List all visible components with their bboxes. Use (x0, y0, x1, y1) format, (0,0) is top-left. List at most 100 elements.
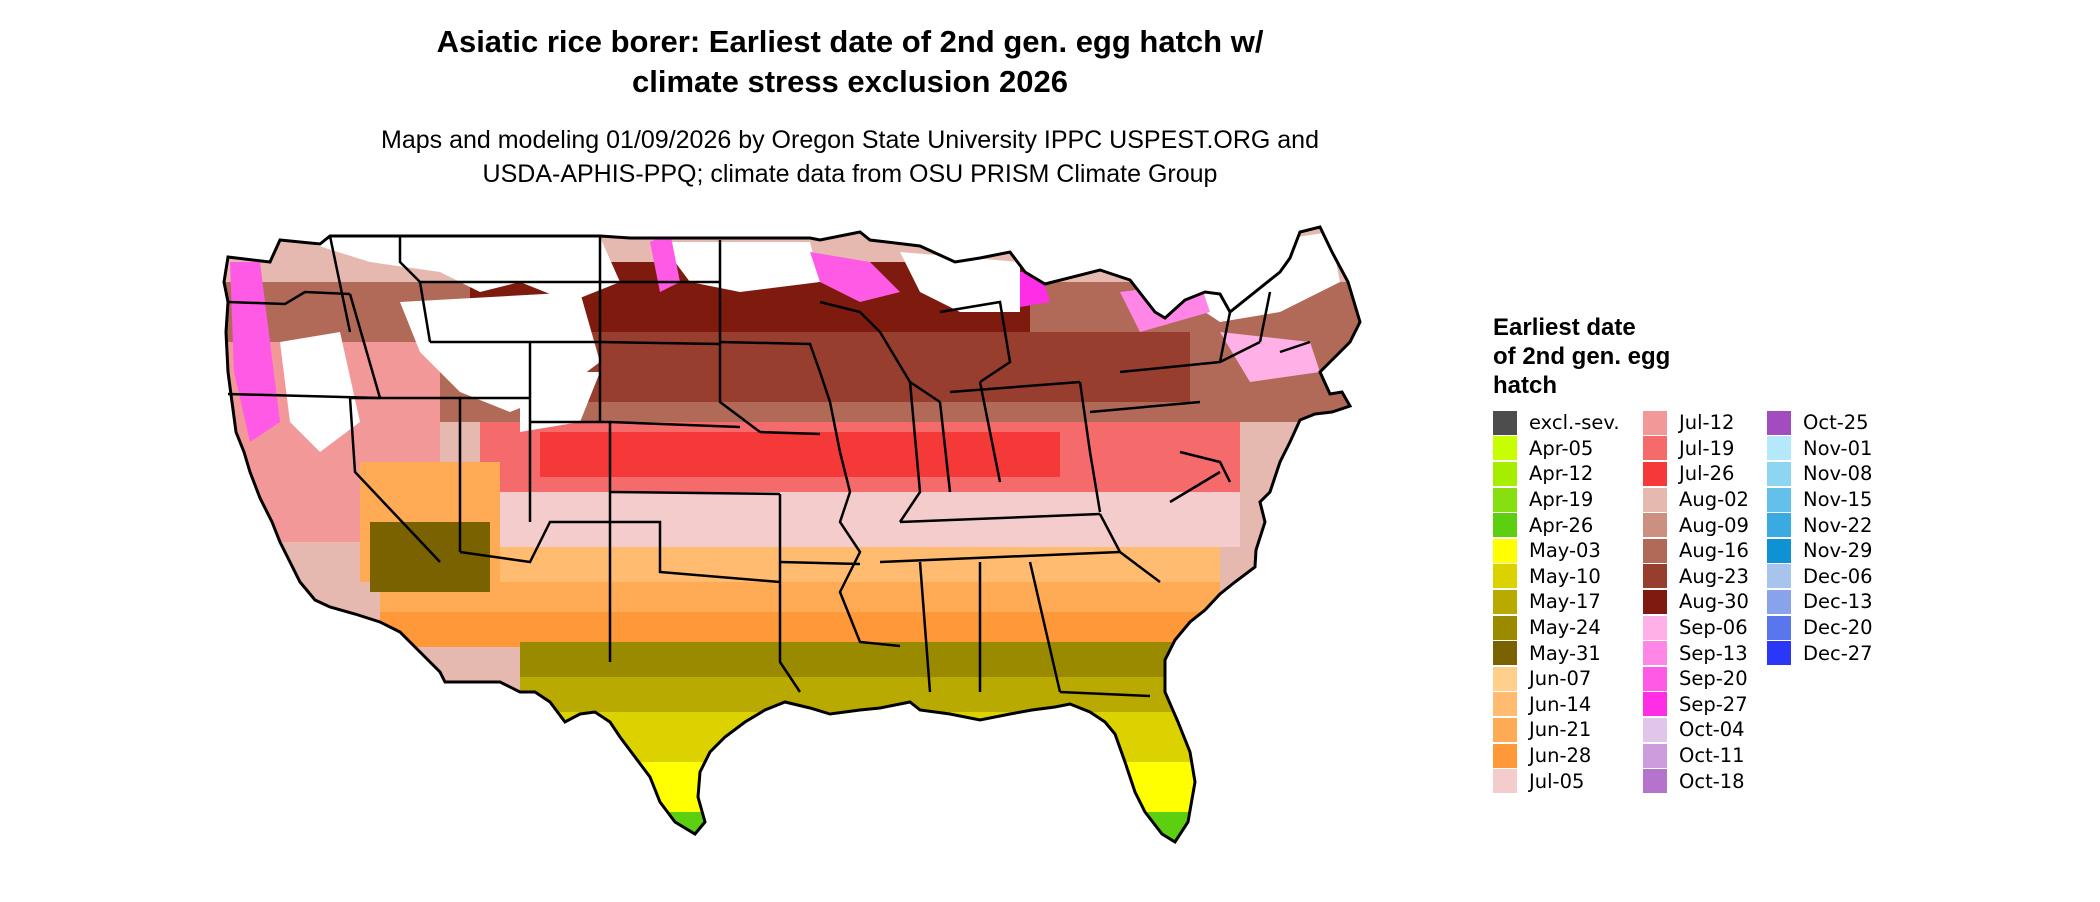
legend-swatch (1643, 538, 1667, 563)
legend-label: Aug-16 (1679, 539, 1749, 563)
map-title-line2: climate stress exclusion 2026 (632, 64, 1068, 99)
legend-label: Sep-06 (1679, 616, 1748, 640)
legend-swatch (1493, 487, 1517, 512)
map-legend: Earliest date of 2nd gen. egg hatch excl… (1493, 313, 1873, 794)
legend-item: Nov-15 (1767, 487, 1897, 513)
legend-title-line1: Earliest date (1493, 314, 1636, 341)
legend-label: Jul-26 (1679, 462, 1735, 486)
legend-label: Jun-14 (1529, 692, 1592, 716)
legend-item: excl.-sev. (1493, 410, 1643, 436)
legend-label: Aug-30 (1679, 590, 1749, 614)
legend-label: May-10 (1529, 564, 1601, 588)
legend-item: Sep-06 (1643, 615, 1767, 641)
legend-swatch (1493, 538, 1517, 563)
legend-swatch (1643, 717, 1667, 742)
map-subtitle-line1: Maps and modeling 01/09/2026 by Oregon S… (381, 126, 1319, 154)
legend-item: Sep-20 (1643, 666, 1767, 692)
legend-swatch (1767, 461, 1791, 486)
legend-item: May-31 (1493, 640, 1643, 666)
legend-item: Dec-13 (1767, 589, 1897, 615)
legend-swatch (1493, 461, 1517, 486)
legend-label: Jun-28 (1529, 744, 1592, 768)
map-subtitle: Maps and modeling 01/09/2026 by Oregon S… (250, 123, 1450, 191)
legend-label: Nov-15 (1803, 488, 1873, 512)
legend-item: May-24 (1493, 615, 1643, 641)
legend-swatch (1493, 615, 1517, 640)
us-degree-day-map (222, 225, 1362, 844)
legend-item: Nov-29 (1767, 538, 1897, 564)
legend-item: Jul-19 (1643, 436, 1767, 462)
legend-swatch (1767, 615, 1791, 640)
legend-label: Dec-13 (1803, 590, 1873, 614)
legend-label: Aug-02 (1679, 488, 1749, 512)
legend-item: Jun-07 (1493, 666, 1643, 692)
legend-item: Jun-14 (1493, 692, 1643, 718)
legend-item: Apr-12 (1493, 461, 1643, 487)
legend-item: Sep-13 (1643, 640, 1767, 666)
legend-swatch (1493, 769, 1517, 794)
legend-item: Apr-05 (1493, 436, 1643, 462)
legend-label: Apr-19 (1529, 488, 1594, 512)
legend-item: Jul-05 (1493, 768, 1643, 794)
map-title-line1: Asiatic rice borer: Earliest date of 2nd… (436, 24, 1264, 59)
legend-label: Jul-05 (1529, 769, 1585, 793)
legend-swatch (1643, 589, 1667, 614)
legend-label: Oct-18 (1679, 769, 1745, 793)
legend-swatch (1493, 692, 1517, 717)
legend-swatch (1643, 410, 1667, 435)
legend-label: Apr-12 (1529, 462, 1594, 486)
legend-swatch (1767, 410, 1791, 435)
legend-item: Jun-21 (1493, 717, 1643, 743)
legend-item: Aug-23 (1643, 564, 1767, 590)
legend-item: Apr-19 (1493, 487, 1643, 513)
legend-item: May-17 (1493, 589, 1643, 615)
legend-label: Nov-22 (1803, 513, 1873, 537)
legend-swatch (1767, 487, 1791, 512)
legend-item: Aug-09 (1643, 512, 1767, 538)
legend-column: excl.-sev. Apr-05 Apr-12 Apr-19 Apr-26 May-03… (1493, 410, 1643, 794)
legend-label: Sep-20 (1679, 667, 1748, 691)
legend-label: Dec-06 (1803, 564, 1873, 588)
legend-label: May-17 (1529, 590, 1601, 614)
legend-column: Jul-12 Jul-19 Jul-26 Aug-02 Aug-09 Aug-16 Aug-… (1643, 410, 1767, 794)
legend-label: Apr-26 (1529, 513, 1594, 537)
legend-item: Jun-28 (1493, 743, 1643, 769)
legend-item: Dec-20 (1767, 615, 1897, 641)
legend-item: Aug-30 (1643, 589, 1767, 615)
legend-item: Oct-25 (1767, 410, 1897, 436)
legend-swatch (1493, 564, 1517, 589)
legend-label: Sep-13 (1679, 641, 1748, 665)
legend-item: Aug-02 (1643, 487, 1767, 513)
legend-label: Aug-09 (1679, 513, 1749, 537)
legend-swatch (1493, 436, 1517, 461)
legend-swatch (1643, 487, 1667, 512)
legend-label: Apr-05 (1529, 436, 1594, 460)
legend-swatch (1643, 461, 1667, 486)
legend-swatch (1643, 615, 1667, 640)
map-title: Asiatic rice borer: Earliest date of 2nd… (300, 22, 1400, 102)
legend-column: Oct-25 Nov-01 Nov-08 Nov-15 Nov-22 Nov-29 Dec-… (1767, 410, 1897, 794)
map-color-bands (224, 227, 1360, 842)
legend-title: Earliest date of 2nd gen. egg hatch (1493, 313, 1753, 400)
legend-label: Oct-11 (1679, 744, 1745, 768)
legend-item: Dec-27 (1767, 640, 1897, 666)
legend-item: Jul-12 (1643, 410, 1767, 436)
legend-swatch (1643, 564, 1667, 589)
legend-label: Dec-20 (1803, 616, 1873, 640)
legend-swatch (1493, 641, 1517, 666)
legend-label: Sep-27 (1679, 692, 1748, 716)
legend-label: Nov-08 (1803, 462, 1873, 486)
legend-label: Nov-29 (1803, 539, 1873, 563)
legend-swatch (1643, 769, 1667, 794)
legend-label: Jun-21 (1529, 718, 1592, 742)
legend-item: May-10 (1493, 564, 1643, 590)
legend-swatch (1493, 589, 1517, 614)
legend-item: Dec-06 (1767, 564, 1897, 590)
legend-label: May-24 (1529, 616, 1601, 640)
legend-label: Aug-23 (1679, 564, 1749, 588)
legend-label: Dec-27 (1803, 641, 1873, 665)
legend-item: Apr-26 (1493, 512, 1643, 538)
legend-swatch (1643, 666, 1667, 691)
legend-item: Jul-26 (1643, 461, 1767, 487)
legend-label: Oct-04 (1679, 718, 1745, 742)
